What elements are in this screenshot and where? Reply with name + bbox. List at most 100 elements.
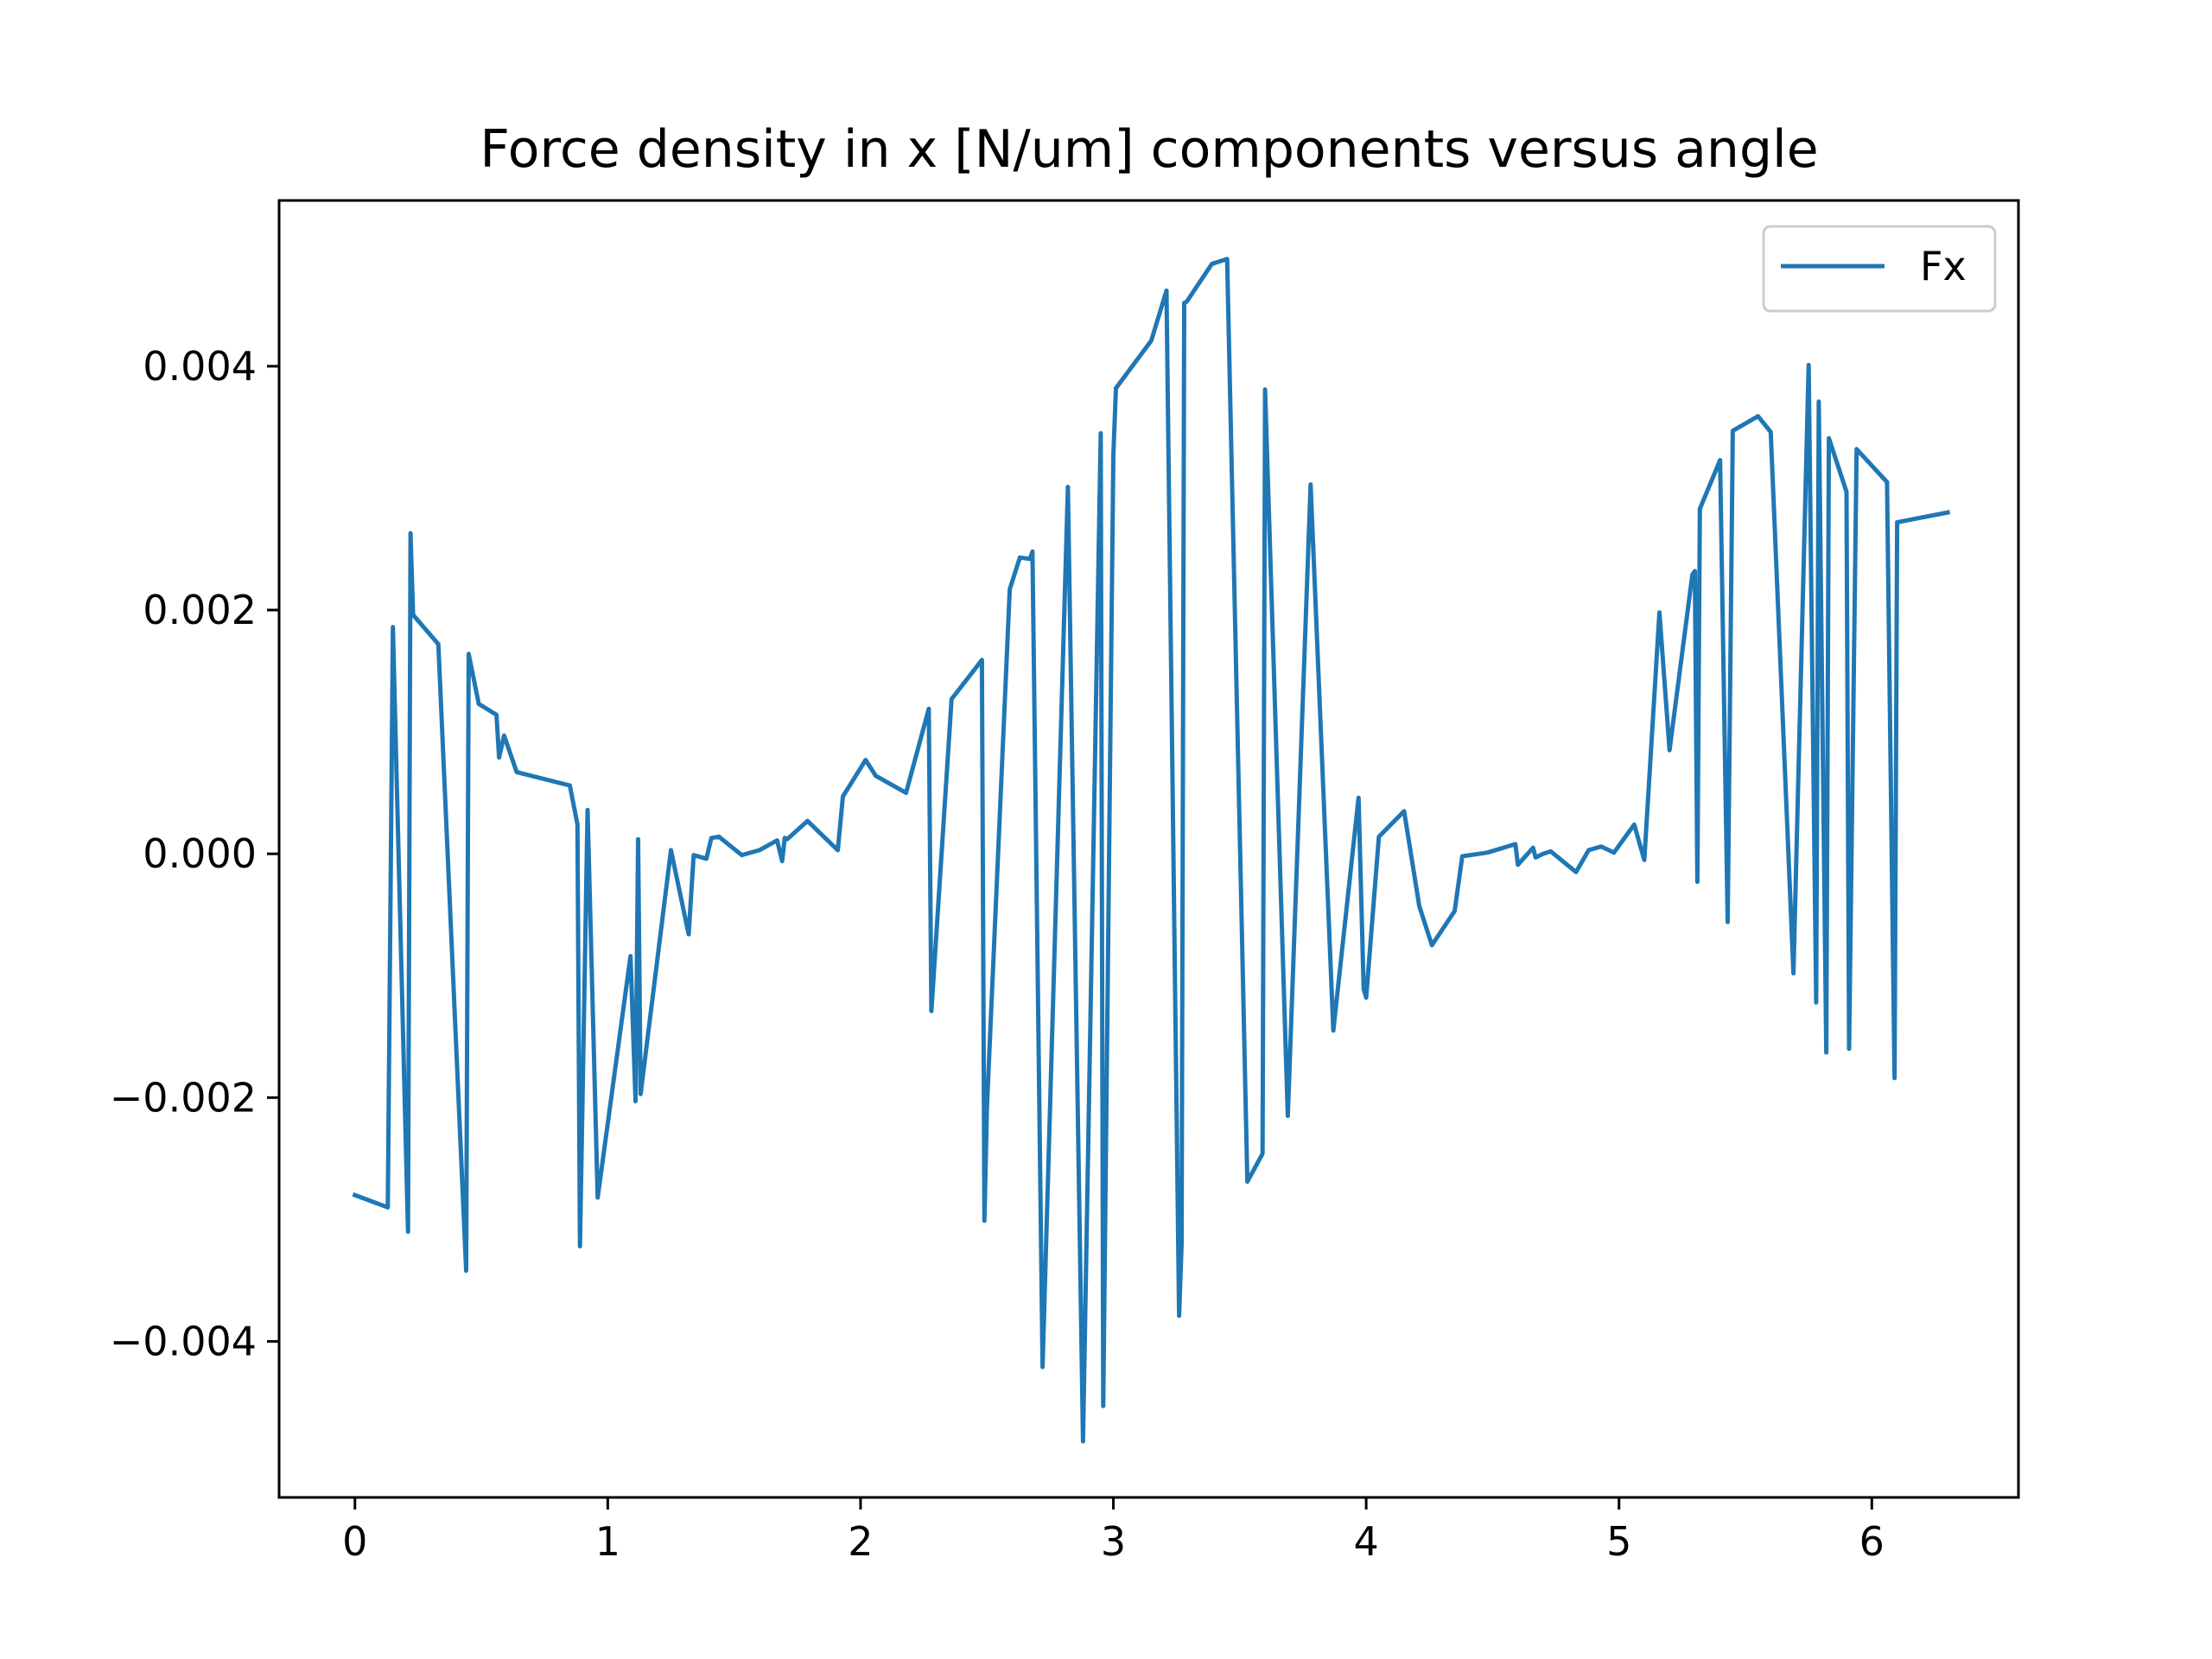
data-point: [1357, 796, 1361, 800]
data-point: [1845, 490, 1848, 494]
data-point: [636, 837, 640, 842]
data-point: [1177, 1313, 1181, 1318]
y-tick-label: −0.004: [110, 1318, 257, 1364]
data-point: [1695, 880, 1700, 884]
data-point: [1892, 1076, 1897, 1080]
data-point: [757, 848, 761, 852]
data-point: [1028, 556, 1032, 561]
data-point: [1364, 995, 1369, 1000]
data-point: [1847, 1046, 1851, 1051]
data-point: [805, 819, 810, 823]
data-point: [1225, 257, 1230, 261]
data-point: [950, 697, 954, 701]
x-tick-label: 6: [1859, 1518, 1885, 1565]
data-point: [709, 836, 714, 840]
data-point: [836, 848, 840, 852]
data-point: [494, 713, 499, 717]
data-point: [985, 1105, 989, 1109]
series-line-fx: [352, 257, 1951, 1444]
data-point: [1885, 480, 1889, 484]
data-point: [406, 1230, 410, 1234]
data-point: [1756, 414, 1760, 418]
data-point: [497, 755, 501, 760]
data-point: [740, 853, 744, 857]
data-point: [1007, 588, 1012, 591]
data-point: [1362, 987, 1366, 991]
data-point: [409, 531, 413, 536]
data-point: [1814, 1001, 1818, 1005]
data-point: [1263, 387, 1268, 391]
data-point: [1574, 870, 1578, 874]
data-point: [1807, 363, 1811, 367]
data-point: [1718, 458, 1722, 462]
x-tick-label: 2: [848, 1518, 873, 1565]
data-point: [691, 853, 696, 857]
data-point: [1098, 431, 1103, 435]
data-point: [1376, 835, 1381, 839]
data-point: [639, 1092, 643, 1096]
data-point: [1531, 846, 1535, 850]
data-point: [1534, 855, 1538, 860]
data-point: [1946, 511, 1950, 515]
data-point: [1402, 809, 1406, 813]
x-axis: 0 1 2 3 4 5 6: [342, 1497, 1885, 1565]
data-point: [926, 707, 931, 711]
x-tick-label: 4: [1353, 1518, 1378, 1565]
y-tick-label: 0.004: [143, 343, 257, 390]
data-point: [1541, 852, 1545, 856]
plot-area: [277, 199, 2020, 1499]
data-point: [780, 859, 785, 863]
x-tick-label: 1: [595, 1518, 620, 1565]
data-point: [1657, 610, 1662, 614]
data-point: [1895, 520, 1899, 524]
data-point: [1726, 920, 1730, 925]
legend: Fx: [1762, 225, 1997, 313]
x-tick-label: 5: [1606, 1518, 1631, 1565]
data-point: [391, 625, 395, 629]
data-point: [1030, 550, 1034, 554]
data-point: [353, 1193, 357, 1198]
data-point: [1101, 1404, 1105, 1408]
data-point: [515, 770, 518, 774]
data-point: [1816, 399, 1821, 404]
data-point: [628, 954, 632, 958]
y-axis: −0.004 −0.002 0.000 0.002 0.004: [110, 343, 279, 1364]
data-point: [874, 773, 878, 778]
data-point: [929, 1009, 933, 1014]
data-point: [633, 1099, 638, 1103]
data-point: [863, 758, 868, 762]
data-point: [1081, 1440, 1085, 1444]
data-point: [1769, 430, 1773, 434]
data-point: [477, 702, 481, 706]
data-point: [1693, 569, 1697, 573]
data-point: [1548, 849, 1553, 854]
data-point: [1286, 1114, 1290, 1118]
data-point: [980, 658, 984, 662]
data-point: [982, 1218, 987, 1223]
data-point: [1245, 1179, 1249, 1184]
data-point: [669, 848, 673, 852]
data-point: [568, 784, 572, 788]
legend-label-fx: Fx: [1920, 243, 1967, 289]
data-point: [1149, 339, 1154, 343]
data-point: [1018, 556, 1022, 560]
axes-frame: [277, 199, 2020, 1499]
data-point: [436, 642, 441, 646]
data-point: [1040, 1365, 1045, 1370]
data-point: [578, 1244, 582, 1249]
data-point: [1111, 453, 1116, 457]
data-point: [1210, 262, 1214, 266]
y-tick-label: 0.002: [143, 587, 257, 633]
data-point: [1513, 842, 1517, 846]
data-point: [1430, 943, 1434, 947]
data-point: [1452, 909, 1457, 913]
data-point: [1460, 855, 1465, 858]
chart-title: Force density in x [N/um] components ver…: [480, 119, 1818, 180]
data-point: [1791, 971, 1796, 976]
data-point: [1824, 1051, 1828, 1055]
data-point: [1179, 1242, 1184, 1246]
data-point: [1698, 506, 1702, 511]
data-point: [1632, 823, 1637, 827]
data-point: [1690, 573, 1694, 577]
